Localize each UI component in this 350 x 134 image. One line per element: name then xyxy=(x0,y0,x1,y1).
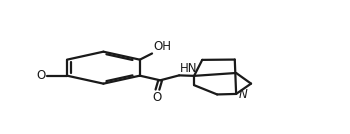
Text: N: N xyxy=(238,88,247,101)
Text: OH: OH xyxy=(153,40,171,53)
Text: HN: HN xyxy=(180,62,197,75)
Text: O: O xyxy=(37,69,46,82)
Text: O: O xyxy=(152,91,162,104)
